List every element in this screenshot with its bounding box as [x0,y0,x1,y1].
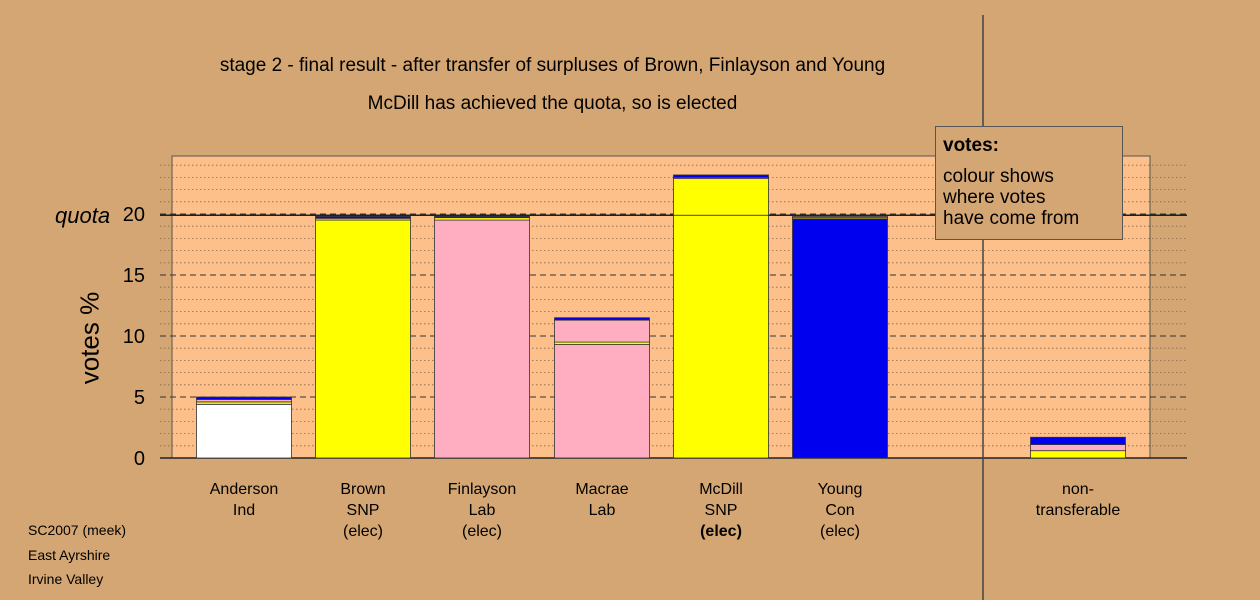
bar-nontransferable-segment-conservative [1030,436,1126,445]
legend-title: votes: [943,135,999,156]
footer-ward: Irvine Valley [28,571,104,587]
bar-nontransferable-segment-snp [1030,450,1126,459]
y-tick-label: 0 [134,448,145,470]
bar-nontransferable-segment-labour [1030,444,1126,452]
chart-title: stage 2 - final result - after transfer … [219,55,886,76]
y-tick-label: 5 [134,387,145,409]
legend-line: where votes [943,187,1046,208]
bar-brown-label: SNP [347,502,380,519]
bar-young-label: Con [825,502,854,519]
bar-nontransferable-label: non- [1062,481,1094,498]
bar-macrae-segment-conservative [554,317,650,321]
bar-brown-label: Brown [340,481,385,498]
bar-young-segment-labour [792,216,888,219]
bar-mcdill-segment-snp [673,214,769,459]
bar-finlayson-label: (elec) [462,523,502,540]
bar-nontransferable-label: transferable [1036,502,1121,519]
bar-macrae-label: Lab [589,502,616,519]
legend-line: colour shows [943,166,1054,187]
bar-finlayson-segment-labour [434,219,530,459]
bar-finlayson-segment-conservative [434,216,530,219]
y-axis-label: votes % [74,291,105,385]
bar-mcdill-segment-conservative [673,174,769,178]
y-tick-label: 20 [123,204,145,226]
quota-label: quota [55,203,111,228]
bar-mcdill-segment-snp [673,178,769,216]
bar-brown-segment-snp [315,219,411,459]
bar-finlayson-label: Lab [469,502,496,519]
bar-macrae-segment-labour [554,319,650,343]
bar-macrae-segment-labour [554,344,650,459]
chart-subtitle: McDill has achieved the quota, so is ele… [367,93,738,114]
bar-finlayson-label: Finlayson [448,481,516,498]
legend-box: votes: colour shows where votes have com… [935,126,1123,240]
bar-mcdill-label: McDill [699,481,743,498]
legend-line: have come from [943,208,1080,229]
y-tick-label: 10 [123,326,145,348]
bar-mcdill-label: (elec) [700,523,742,540]
bar-anderson-label: Anderson [210,481,279,498]
bar-young-label: (elec) [820,523,860,540]
bar-brown-label: (elec) [343,523,383,540]
bar-mcdill-label: SNP [705,502,738,519]
bar-anderson-label: Ind [233,502,255,519]
bar-anderson-segment-conservative [196,396,292,400]
footer-council: East Ayrshire [28,547,111,563]
bar-young-segment-conservative [792,218,888,459]
bar-anderson-segment-independent [196,403,292,459]
bar-young-label: Young [818,481,863,498]
y-tick-label: 15 [123,265,145,287]
bar-macrae-label: Macrae [575,481,628,498]
footer-election: SC2007 (meek) [28,522,127,538]
bar-brown-segment-conservative [315,216,411,219]
